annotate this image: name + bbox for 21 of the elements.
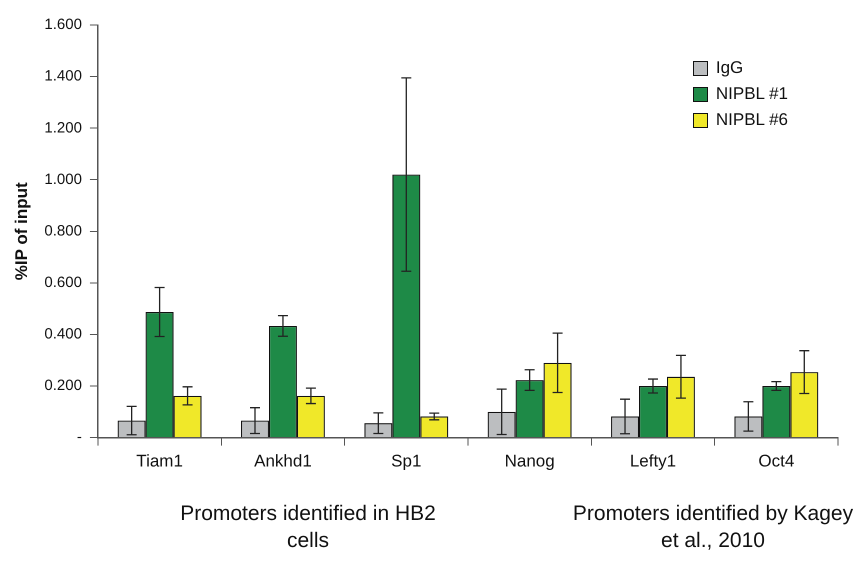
x-tick-label: Tiam1 (136, 451, 183, 470)
x-tick-label: Sp1 (391, 451, 422, 470)
y-tick-label: 1.000 (44, 170, 82, 188)
legend-label: NIPBL #6 (716, 110, 788, 130)
x-tick-label: Nanog (504, 451, 555, 470)
y-tick-label: 1.200 (44, 119, 82, 136)
x-tick-label: Lefty1 (630, 451, 676, 470)
y-tick-label: 1.600 (44, 16, 82, 34)
y-tick-label: 0.400 (44, 326, 82, 343)
y-tick-label: - (76, 428, 82, 446)
y-tick-label: 0.200 (44, 377, 82, 394)
y-axis-title: %IP of input (12, 182, 31, 280)
x-tick-label: Oct4 (758, 451, 794, 470)
legend-label: NIPBL #1 (716, 84, 788, 104)
y-tick-label: 1.400 (44, 68, 82, 85)
text: Promoters identified in HB2 cells (179, 501, 437, 554)
y-tick-label: 0.600 (44, 274, 82, 292)
y-tick-label: 0.800 (44, 222, 82, 240)
text: Promoters identified by Kagey et al., 2010 (572, 501, 854, 554)
legend-label: IgG (716, 58, 744, 78)
x-tick-label: Ankhd1 (254, 451, 312, 470)
